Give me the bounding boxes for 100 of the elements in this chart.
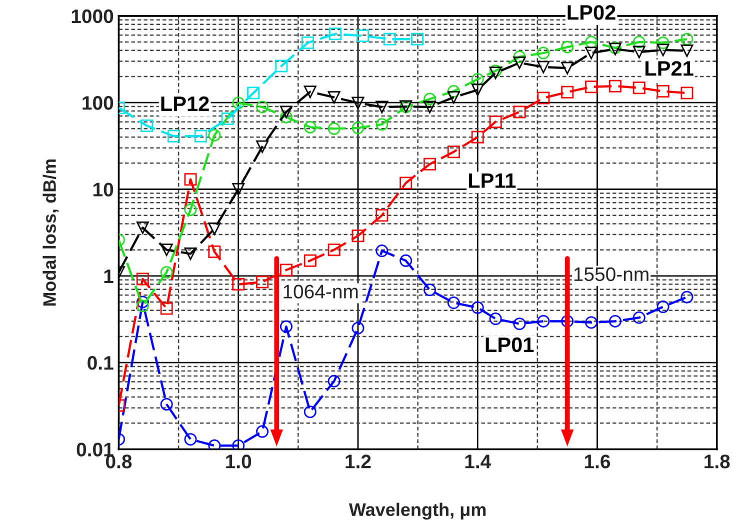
series-label: LP12 [161,96,209,111]
point [160,398,173,411]
point [208,128,221,142]
point [136,300,149,312]
point [424,284,436,296]
point [489,116,502,128]
point [304,254,316,267]
point [232,439,245,450]
series-label: LP02 [568,5,616,20]
point [376,118,388,131]
point [280,106,292,118]
point [160,266,173,279]
point [513,106,526,118]
point [447,91,460,104]
point [256,276,269,288]
point [632,36,646,48]
point [383,32,396,46]
x-tick-label: 1.6 [584,454,610,468]
point [194,130,207,142]
series-label: LP11 [468,173,516,188]
point [537,60,550,74]
point [632,311,646,324]
point [608,80,622,92]
point [256,425,269,438]
point [328,374,340,388]
point [328,244,340,256]
point [656,300,670,314]
x-tick-label: 1.4 [465,454,492,468]
point [376,209,388,222]
point [680,290,694,304]
point [304,86,316,98]
point [329,28,342,40]
point [208,439,221,450]
point [352,322,364,334]
point [184,204,197,216]
point [680,44,694,58]
point [208,222,221,236]
point [471,84,484,96]
point [561,40,574,54]
y-tick-label: 10 [93,182,114,196]
series-label: LP01 [486,337,534,352]
point [256,100,269,114]
point [489,312,502,326]
point [136,221,149,234]
point [232,278,245,291]
point [280,320,292,333]
point [304,406,316,418]
point [302,36,314,50]
point [424,158,436,170]
point [304,120,316,134]
point [471,72,484,86]
point [561,62,574,74]
point [160,244,173,256]
x-tick-label: 1.8 [704,454,730,468]
y-axis-title: Modal loss, dB/m [42,159,59,306]
point [656,44,670,56]
point [352,230,364,242]
point [447,296,460,310]
y-tick-label: 1 [104,270,114,283]
point [585,80,598,94]
point [513,56,526,70]
point [232,183,245,196]
y-tick-label: 100 [82,96,114,110]
point [424,92,436,106]
point [168,130,180,142]
point [184,248,197,260]
x-axis-title: Wavelength, μm [348,502,486,520]
point [585,36,598,48]
point [256,140,269,153]
point [513,50,526,64]
point [585,46,598,60]
point [280,110,292,124]
point [537,314,550,328]
point [656,36,670,50]
point [140,120,154,132]
point [136,272,149,286]
point [410,32,424,46]
point [184,433,197,446]
x-tick-label: 0.8 [106,454,132,468]
point [537,92,550,104]
point [400,254,412,267]
x-tick-label: 1.0 [226,454,252,468]
point [280,264,292,276]
point [232,96,245,110]
point [352,122,364,134]
point [328,122,340,135]
point [160,302,173,315]
point [680,86,694,100]
ref-line-label: 1064-nm [284,284,358,298]
point [632,46,646,58]
point [221,112,234,126]
point [537,46,550,60]
point [328,91,340,104]
point [275,60,288,72]
point [376,244,388,258]
point [184,173,197,186]
point [680,32,694,46]
point [424,100,436,114]
point [208,246,221,258]
point [376,100,388,114]
